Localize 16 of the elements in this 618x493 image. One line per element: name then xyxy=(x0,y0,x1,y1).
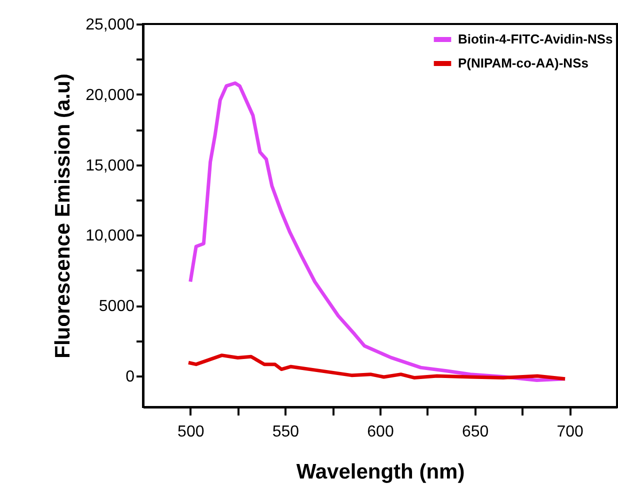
y-tick-label: 10,000 xyxy=(86,228,135,245)
x-tick-label: 700 xyxy=(556,424,584,440)
y-tick-label: 5000 xyxy=(98,298,135,316)
x-axis-title: Wavelength (nm) xyxy=(296,460,465,484)
x-tick-label: 550 xyxy=(272,424,300,440)
x-tick-label: 600 xyxy=(367,424,394,440)
y-tick-label: 25,000 xyxy=(86,16,135,34)
x-tick-label: 500 xyxy=(178,424,204,440)
y-axis-title: Fluorescence Emission (a.u) xyxy=(52,74,75,358)
legend-label: P(NIPAM-co-AA)-NSs xyxy=(458,56,588,70)
x-tick-label: 650 xyxy=(462,424,489,440)
y-tick-label: 0 xyxy=(126,368,135,386)
legend-label: Biotin-4-FITC-Avidin-NSs xyxy=(458,32,613,46)
line-series xyxy=(186,354,567,381)
y-tick-label: 15,000 xyxy=(86,157,135,174)
y-tick-label: 20,000 xyxy=(86,86,135,104)
